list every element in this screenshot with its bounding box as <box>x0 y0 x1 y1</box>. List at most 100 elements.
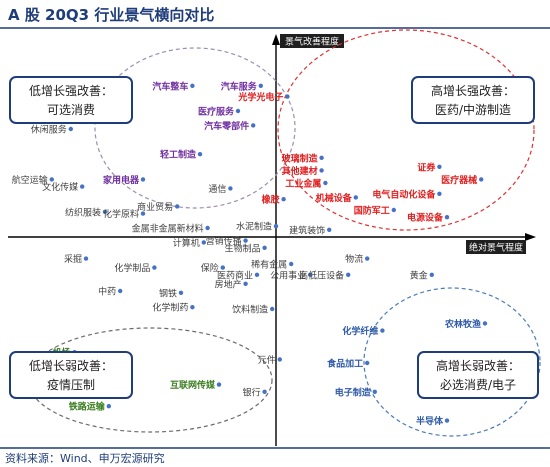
point-marker <box>83 256 89 261</box>
point-marker <box>444 215 450 220</box>
point-marker <box>118 288 123 294</box>
point-marker <box>437 191 442 196</box>
quadrant-br-box <box>417 351 539 399</box>
point-marker <box>102 209 108 214</box>
green-group-ellipse <box>27 327 273 433</box>
point-label: 航空运输 <box>12 174 48 186</box>
point-marker <box>140 177 146 182</box>
point-label: 计算机 <box>173 237 200 249</box>
point-label: 电子制造 <box>335 386 372 398</box>
point-marker <box>323 180 328 186</box>
quadrant-bl-subheading: 疫情压制 <box>47 377 95 392</box>
point-marker <box>197 152 203 157</box>
page-title: A 股 20Q3 行业景气横向对比 <box>8 6 214 24</box>
point-label: 黄金 <box>410 269 428 281</box>
quadrant-tl-heading: 低增长强改善： <box>29 83 113 98</box>
point-marker <box>365 360 370 366</box>
point-marker <box>216 382 222 387</box>
y-axis-arrow <box>272 34 280 45</box>
point-label: 通信 <box>208 183 226 195</box>
point-label: 食品加工 <box>326 358 363 370</box>
point-label: 农林牧渔 <box>444 318 481 330</box>
quadrant-tr-subheading: 医药/中游制造 <box>435 102 511 117</box>
point-label: 钢铁 <box>159 287 177 299</box>
point-marker <box>444 418 450 423</box>
point-label: 汽车零部件 <box>204 120 249 132</box>
point-label: 轻工制造 <box>160 149 197 161</box>
point-label: 保险 <box>201 262 219 274</box>
point-marker <box>391 207 396 213</box>
point-marker <box>277 357 282 362</box>
point-label: 机械设备 <box>316 192 353 204</box>
quadrant-bl-box <box>9 351 133 399</box>
point-label: 橡胶 <box>262 194 280 206</box>
quadrant-tr-heading: 高增长强改善： <box>431 83 515 98</box>
point-label: 工业金属 <box>285 178 321 190</box>
source-note: 资料来源：Wind、申万宏源研究 <box>5 451 165 465</box>
point-marker <box>327 227 332 232</box>
point-label: 休闲服务 <box>31 124 67 136</box>
x-axis-label-box <box>466 240 526 254</box>
point-marker <box>380 328 385 333</box>
quadrant-tl-box <box>9 76 133 124</box>
point-label: 营销传播 <box>206 235 242 247</box>
point-label: 化学制药 <box>152 302 188 314</box>
point-label: 元件 <box>258 354 276 366</box>
purple-group-ellipse <box>94 47 296 209</box>
point-marker <box>254 272 260 277</box>
point-marker <box>228 186 233 191</box>
point-label: 汽车服务 <box>221 80 258 92</box>
point-label: 稀有金属 <box>251 259 287 271</box>
point-marker <box>106 404 112 409</box>
point-label: 电气自动化设备 <box>372 188 436 200</box>
point-label: 商业贸易 <box>137 201 173 213</box>
point-marker <box>140 211 146 216</box>
point-marker <box>437 164 442 169</box>
point-marker <box>190 83 195 89</box>
point-label: 化学纤维 <box>342 325 378 337</box>
point-marker <box>258 83 263 89</box>
point-marker <box>243 238 248 243</box>
point-marker <box>479 177 484 182</box>
quadrant-br-heading: 高增长弱改善： <box>436 358 520 373</box>
x-axis-label: 绝对景气程度 <box>469 242 523 254</box>
point-label: 半导体 <box>416 415 444 427</box>
point-label: 光学光电子 <box>237 91 283 103</box>
point-marker <box>178 290 184 295</box>
point-marker <box>273 224 279 229</box>
point-label: 证券 <box>417 161 436 173</box>
quadrant-tr-box <box>411 76 535 124</box>
point-marker <box>353 195 358 200</box>
point-label: 生物制品 <box>225 242 261 254</box>
point-label: 公用事业 <box>270 269 306 281</box>
point-marker <box>319 168 324 173</box>
point-label: 采掘 <box>64 253 82 265</box>
y-axis-label-box <box>280 34 344 48</box>
point-marker <box>429 272 434 277</box>
point-label: 物流 <box>345 253 363 265</box>
point-label: 建筑装饰 <box>289 224 325 236</box>
y-axis-label: 景气改善程度 <box>285 36 339 48</box>
quadrant-br-subheading: 必选消费/电子 <box>440 378 516 392</box>
point-marker <box>220 265 225 270</box>
point-marker <box>243 281 248 286</box>
point-label: 其他建材 <box>282 165 318 177</box>
point-marker <box>235 108 241 114</box>
point-marker <box>365 256 370 261</box>
point-label: 电源设备 <box>407 212 444 224</box>
point-label: 国防军工 <box>354 205 390 217</box>
point-label: 纺织服装 <box>65 206 101 218</box>
point-label: 文化传媒 <box>42 181 78 193</box>
point-marker <box>346 272 351 277</box>
point-marker <box>308 272 313 277</box>
point-marker <box>68 126 74 132</box>
point-label: 家用电器 <box>103 174 140 186</box>
point-marker <box>289 261 294 267</box>
point-label: 房地产 <box>215 278 242 290</box>
point-label: 铁路运输 <box>69 401 106 413</box>
point-marker <box>80 184 85 189</box>
